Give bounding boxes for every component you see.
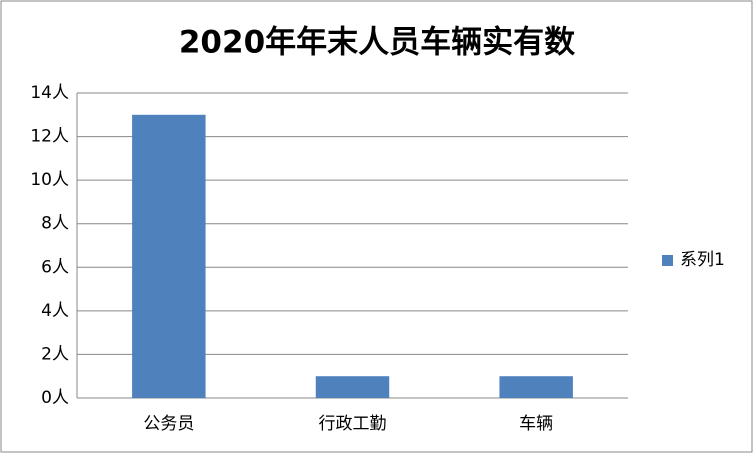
x-tick-label: 公务员 bbox=[143, 414, 194, 434]
legend-label: 系列1 bbox=[680, 250, 725, 270]
x-tick-label: 行政工勤 bbox=[319, 414, 387, 434]
bar bbox=[132, 114, 206, 399]
y-tick-label: 6人 bbox=[41, 257, 69, 277]
y-tick-label: 0人 bbox=[41, 388, 69, 408]
y-tick-label: 8人 bbox=[41, 214, 69, 234]
chart-title: 2020年年末人员车辆实有数 bbox=[179, 25, 575, 61]
bar bbox=[499, 376, 573, 398]
x-tick-label: 车辆 bbox=[519, 414, 553, 434]
legend-swatch bbox=[662, 255, 673, 266]
y-tick-label: 4人 bbox=[41, 301, 69, 321]
y-tick-label: 2人 bbox=[41, 344, 69, 364]
y-tick-label: 14人 bbox=[30, 83, 69, 103]
y-tick-label: 10人 bbox=[30, 170, 69, 190]
bar bbox=[315, 376, 390, 398]
y-tick-label: 12人 bbox=[30, 127, 69, 147]
